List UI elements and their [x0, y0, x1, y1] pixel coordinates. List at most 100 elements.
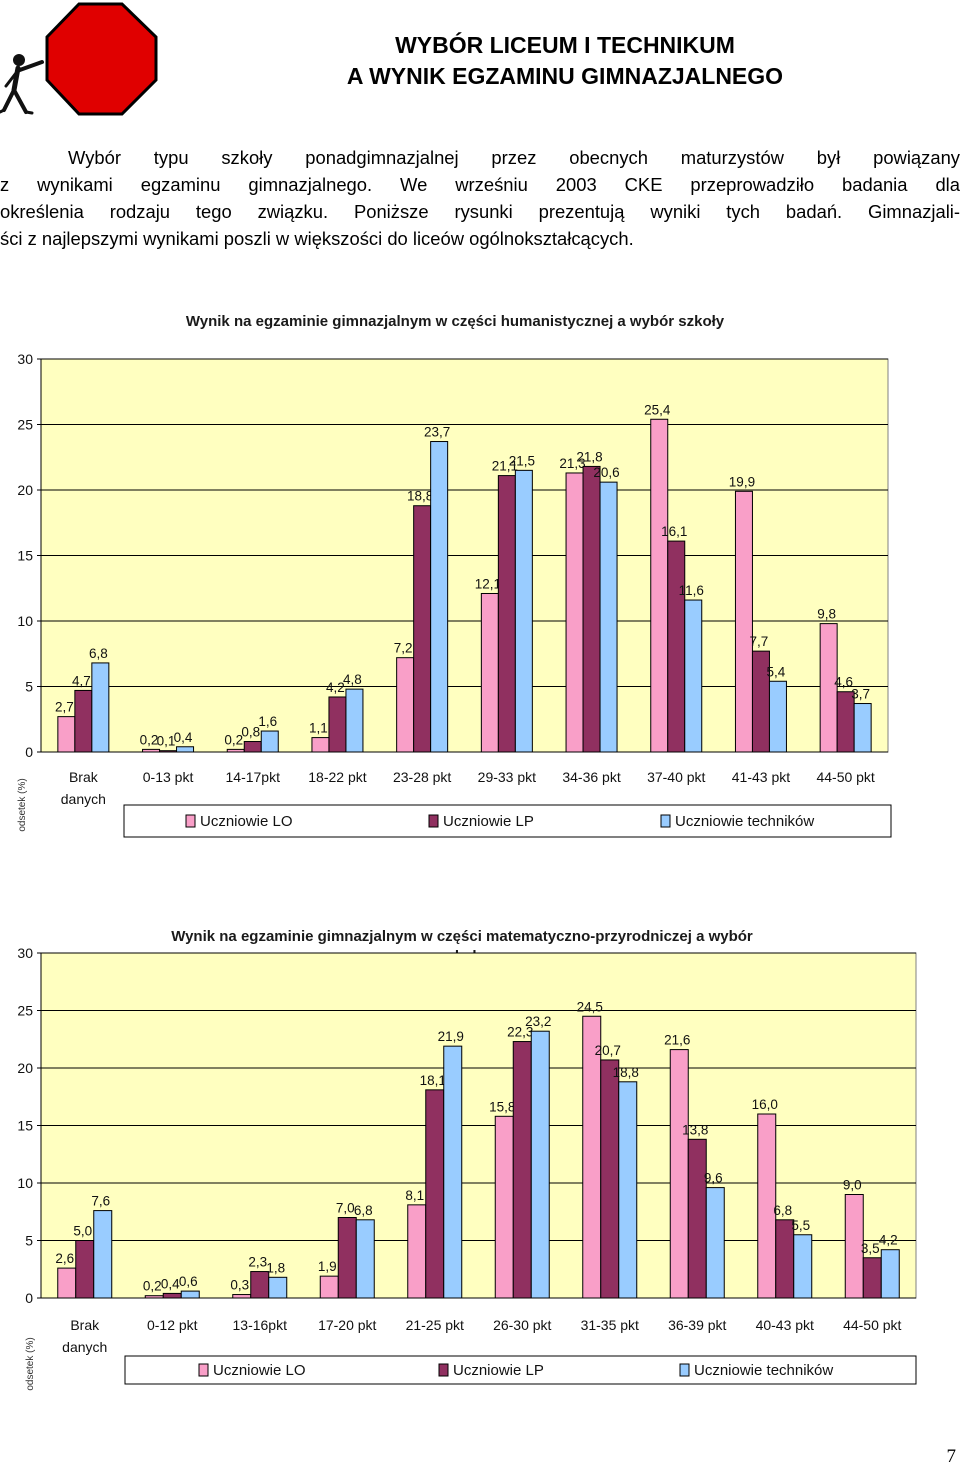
page-title-line-2: A WYNIK EGZAMINU GIMNAZJALNEGO: [346, 63, 784, 89]
bar: [74, 689, 93, 753]
legend-label: Uczniowie techników: [694, 1362, 833, 1379]
bar: [768, 680, 787, 753]
stop-octagon-icon: [45, 2, 158, 116]
legend-swatch: [679, 1363, 690, 1377]
data-label: 0,2: [224, 732, 243, 747]
bar: [494, 1115, 514, 1299]
data-label: 21,5: [509, 453, 535, 468]
page-title-line-1: WYBÓR LICEUM I TECHNIKUM: [395, 32, 735, 58]
bar: [599, 481, 618, 753]
data-label: 13,8: [682, 1122, 708, 1137]
y-tick-label: 25: [17, 417, 33, 433]
data-label: 6,8: [773, 1203, 792, 1218]
y-axis-label: odsetek (%): [17, 778, 28, 831]
legend-label: Uczniowie LP: [453, 1362, 544, 1379]
bar: [853, 703, 872, 753]
bar: [600, 1059, 620, 1299]
data-label: 0,8: [241, 725, 260, 740]
data-label: 4,8: [343, 672, 362, 687]
bar: [734, 490, 753, 753]
data-label: 21,1: [492, 459, 518, 474]
data-label: 0,2: [140, 732, 159, 747]
bar: [226, 748, 245, 753]
category-label: 40-43 pkt: [756, 1317, 814, 1333]
data-label: 0,4: [161, 1276, 180, 1291]
intro-line: z wynikami egzaminu gimnazjalnego. We wr…: [0, 174, 960, 195]
data-label: 7,2: [394, 641, 413, 656]
bar: [514, 469, 533, 753]
data-label: 23,7: [424, 425, 450, 440]
bar: [162, 1292, 182, 1299]
data-label: 22,3: [507, 1025, 533, 1040]
chart-title: Wynik na egzaminie gimnazjalnym w części…: [171, 928, 753, 945]
data-label: 18,8: [613, 1065, 639, 1080]
data-label: 16,1: [661, 524, 687, 539]
category-label: 34-36 pkt: [562, 769, 620, 785]
category-label: 14-17pkt: [226, 769, 281, 785]
bar: [565, 472, 584, 753]
bar: [159, 750, 178, 753]
legend-swatch: [185, 814, 196, 828]
y-tick-label: 20: [17, 1060, 33, 1076]
bar: [582, 465, 601, 753]
data-label: 21,9: [438, 1029, 464, 1044]
data-label: 20,7: [595, 1043, 621, 1058]
legend-box: [124, 1355, 917, 1385]
intro-line: określenia rodzaju tego związku. Poniższ…: [0, 201, 960, 222]
data-label: 19,9: [729, 474, 755, 489]
intro-line: Wybór typu szkoły ponadgimnazjalnej prze…: [68, 147, 960, 168]
data-label: 6,8: [89, 646, 108, 661]
data-label: 18,1: [420, 1073, 446, 1088]
legend-swatch: [660, 814, 671, 828]
bar: [407, 1204, 427, 1299]
bar: [328, 696, 347, 753]
category-label: 13-16pkt: [233, 1317, 288, 1333]
y-tick-label: 15: [17, 1118, 33, 1134]
data-label: 0,3: [230, 1278, 249, 1293]
category-label: Brak: [70, 1317, 100, 1333]
data-label: 21,3: [559, 456, 585, 471]
y-tick-label: 30: [17, 945, 33, 961]
data-label: 15,8: [489, 1099, 515, 1114]
chart-humanities: Wynik na egzaminie gimnazjalnym w części…: [17, 313, 892, 838]
data-label: 0,4: [174, 730, 193, 745]
bar: [268, 1276, 288, 1299]
y-tick-label: 0: [25, 744, 33, 760]
category-label: 0-12 pkt: [147, 1317, 198, 1333]
bar: [618, 1081, 638, 1299]
data-label: 5,5: [791, 1218, 810, 1233]
bar: [667, 540, 686, 753]
bar: [669, 1049, 689, 1299]
legend-swatch: [198, 1363, 209, 1377]
bar: [430, 441, 449, 753]
category-label: 18-22 pkt: [308, 769, 366, 785]
y-tick-label: 0: [25, 1290, 33, 1306]
legend-swatch: [438, 1363, 449, 1377]
bar: [480, 592, 499, 753]
category-label: 21-25 pkt: [406, 1317, 464, 1333]
bar: [345, 688, 364, 753]
data-label: 9,6: [704, 1171, 723, 1186]
stick-figure-icon: [0, 54, 44, 115]
data-label: 2,7: [55, 700, 74, 715]
category-label: 44-50 pkt: [843, 1317, 901, 1333]
bar: [684, 599, 703, 753]
bar: [57, 1267, 77, 1299]
category-label: 37-40 pkt: [647, 769, 705, 785]
page-number: 7: [946, 1446, 957, 1467]
y-axis-label: odsetek (%): [25, 1337, 36, 1390]
data-label: 4,2: [879, 1233, 898, 1248]
bar: [57, 716, 76, 753]
data-label: 1,1: [309, 721, 328, 736]
y-tick-label: 30: [17, 351, 33, 367]
data-label: 4,7: [72, 673, 91, 688]
data-label: 3,5: [861, 1241, 880, 1256]
legend-label: Uczniowie techników: [675, 813, 814, 830]
data-label: 11,6: [679, 583, 704, 598]
bar: [142, 748, 161, 753]
bar: [705, 1187, 725, 1299]
bar: [880, 1249, 900, 1299]
category-label: 29-33 pkt: [478, 769, 536, 785]
legend-label: Uczniowie LP: [443, 813, 534, 830]
y-tick-label: 15: [17, 548, 33, 564]
